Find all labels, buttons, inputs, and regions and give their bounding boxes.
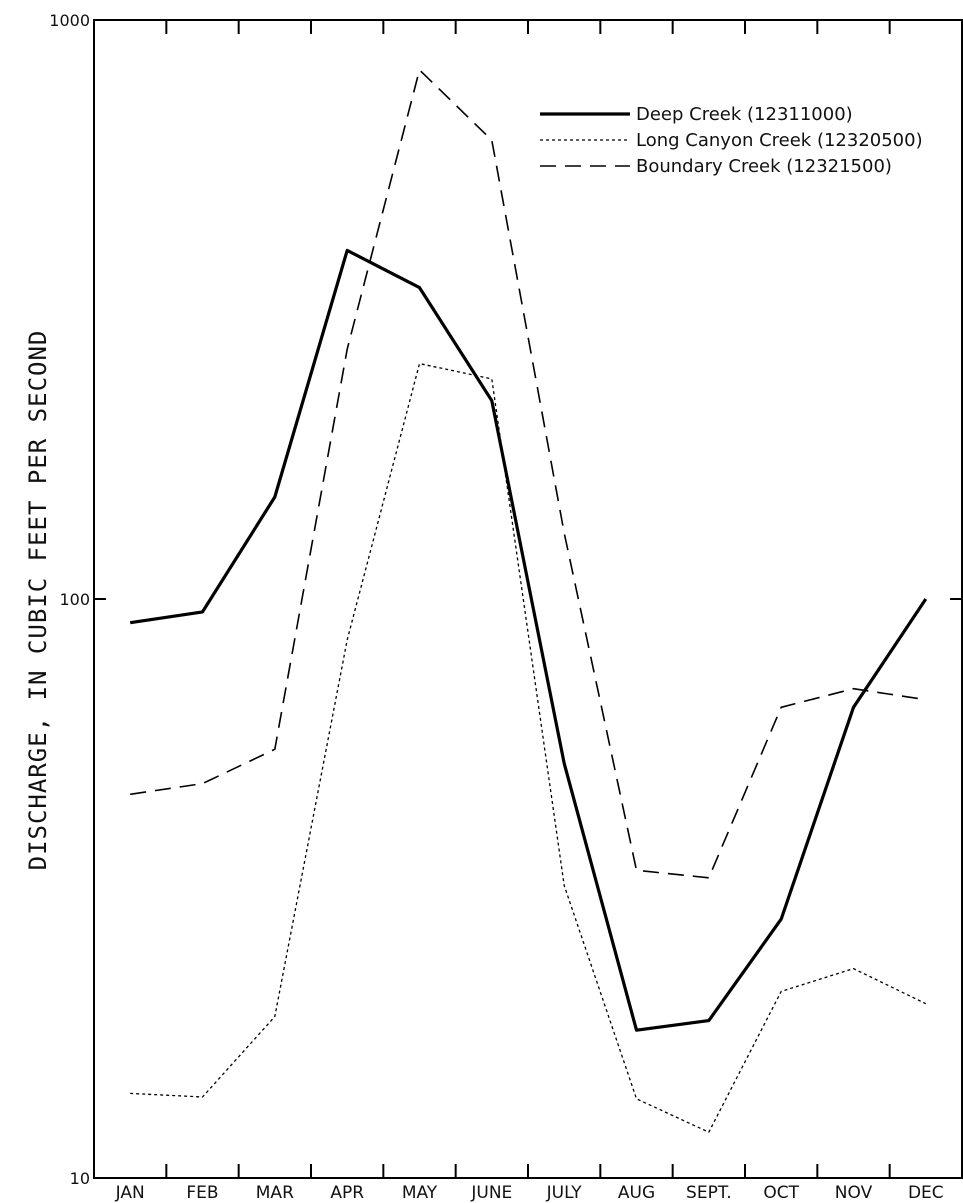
x-tick-label: SEPT. bbox=[686, 1183, 732, 1203]
x-tick-label: MAR bbox=[256, 1183, 294, 1203]
x-axis-labels: JAN FEB MAR APR MAY JUNE JULY AUG SEPT. OCT NOV DEC bbox=[115, 1183, 944, 1203]
legend-label-1: Deep Creek (12311000) bbox=[636, 104, 853, 125]
y-tick-label: 1000 bbox=[49, 11, 90, 30]
legend-label-3: Boundary Creek (12321500) bbox=[636, 156, 892, 177]
x-tick-label: JUNE bbox=[470, 1183, 512, 1203]
y-tick-label: 10 bbox=[70, 1169, 90, 1188]
series-line-1 bbox=[129, 248, 928, 1032]
series-lines bbox=[129, 69, 928, 1133]
plot-frame bbox=[93, 19, 963, 1179]
x-tick-label: AUG bbox=[618, 1183, 655, 1203]
legend-label-2: Long Canyon Creek (12320500) bbox=[636, 130, 923, 151]
x-tick-label: OCT bbox=[763, 1183, 799, 1203]
x-tick-label: APR bbox=[330, 1183, 364, 1203]
x-tick-label: MAY bbox=[402, 1183, 438, 1203]
x-tick-label: NOV bbox=[835, 1183, 873, 1203]
y-tick-label: 100 bbox=[59, 590, 90, 609]
y-axis-labels: 10 100 1000 bbox=[49, 11, 90, 1188]
series-line-2 bbox=[130, 362, 927, 1133]
series-line-3 bbox=[130, 69, 926, 879]
x-tick-label: JULY bbox=[546, 1183, 583, 1203]
x-tick-label: DEC bbox=[908, 1183, 944, 1203]
x-tick-label: JAN bbox=[115, 1183, 145, 1203]
y-axis-ticks bbox=[94, 19, 962, 1179]
legend: Deep Creek (12311000) Long Canyon Creek (… bbox=[540, 104, 923, 177]
y-axis-title: DISCHARGE, IN CUBIC FEET PER SECOND bbox=[24, 330, 52, 871]
x-tick-label: FEB bbox=[186, 1183, 218, 1203]
x-axis-ticks bbox=[165, 20, 891, 1178]
